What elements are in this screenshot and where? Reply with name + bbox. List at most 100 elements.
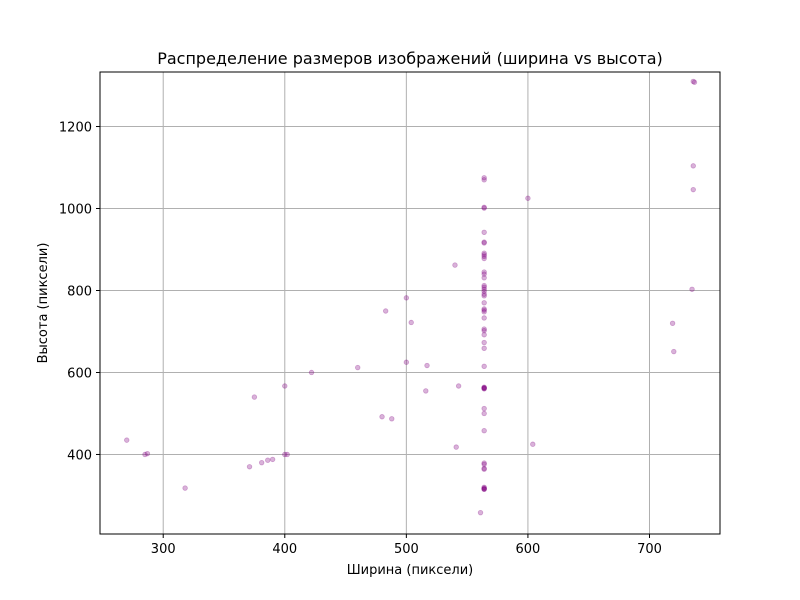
data-point	[481, 384, 487, 391]
data-point	[671, 348, 677, 355]
x-tick-label: 600	[516, 542, 541, 557]
data-point	[481, 286, 487, 292]
data-point	[481, 363, 487, 370]
data-point	[481, 288, 487, 295]
data-point	[481, 327, 487, 334]
data-point	[481, 293, 487, 299]
data-point	[481, 466, 487, 472]
data-point	[690, 163, 696, 169]
data-point	[481, 306, 487, 312]
x-tick-label: 500	[394, 542, 419, 557]
data-point	[481, 315, 487, 321]
data-point	[481, 385, 487, 391]
data-point	[481, 284, 487, 290]
data-point	[481, 250, 487, 256]
y-tick-label: 1200	[59, 121, 92, 136]
data-point	[481, 177, 487, 183]
data-point	[481, 486, 487, 493]
data-point	[481, 300, 487, 306]
data-point	[389, 416, 395, 422]
data-point	[481, 385, 487, 392]
data-point	[269, 456, 276, 463]
grid-lines	[100, 72, 720, 534]
data-point	[481, 384, 487, 390]
data-point	[481, 484, 487, 490]
data-point	[481, 485, 487, 491]
data-point	[481, 386, 487, 392]
data-point	[689, 286, 695, 292]
data-point	[481, 271, 487, 277]
data-point	[455, 383, 462, 389]
data-point	[481, 252, 487, 258]
data-point	[144, 450, 151, 457]
data-point	[481, 461, 487, 468]
data-point	[481, 410, 487, 417]
y-tick-label: 400	[67, 448, 92, 463]
x-tick-label: 400	[272, 542, 297, 557]
data-point	[481, 229, 487, 235]
data-point	[453, 444, 459, 450]
data-point	[284, 451, 290, 458]
data-point	[481, 204, 487, 210]
data-point	[452, 262, 458, 268]
data-point	[246, 464, 253, 470]
data-point	[408, 319, 414, 326]
data-point	[525, 195, 531, 201]
data-point	[424, 362, 430, 369]
data-point	[481, 427, 487, 434]
data-point	[481, 465, 487, 472]
data-point	[691, 79, 698, 85]
data-points	[124, 78, 698, 516]
y-axis-label: Высота (пиксели)	[36, 243, 51, 364]
x-axis-label: Ширина (пиксели)	[347, 563, 474, 578]
data-point	[382, 308, 389, 314]
data-point	[481, 291, 487, 297]
data-point	[481, 175, 487, 181]
data-point	[355, 364, 361, 371]
data-point	[481, 486, 487, 492]
y-tick-label: 800	[67, 284, 92, 299]
data-point	[690, 78, 696, 85]
data-point	[282, 451, 288, 458]
x-axis: 300 400 500 600 700	[151, 534, 662, 557]
data-point	[481, 460, 487, 466]
data-point	[481, 326, 487, 332]
x-tick-label: 300	[151, 542, 176, 557]
x-tick-label: 700	[637, 542, 662, 557]
data-point	[690, 186, 696, 193]
data-point	[282, 383, 288, 389]
data-point	[481, 339, 487, 346]
data-point	[481, 253, 487, 260]
data-point	[481, 255, 487, 262]
data-point	[477, 509, 484, 516]
data-point	[481, 205, 487, 211]
plot-frame	[99, 71, 721, 535]
data-point	[481, 269, 487, 275]
data-point	[481, 309, 487, 315]
data-point	[481, 486, 487, 492]
data-point	[481, 275, 487, 281]
data-point	[251, 394, 258, 400]
chart-title: Распределение размеров изображений (шири…	[157, 49, 663, 68]
data-point	[669, 320, 676, 326]
data-point	[481, 239, 487, 245]
data-point	[481, 405, 487, 412]
data-point	[481, 332, 487, 338]
data-point	[379, 414, 385, 420]
data-point	[403, 295, 410, 301]
data-point	[403, 359, 410, 365]
y-tick-label: 600	[67, 366, 92, 381]
data-point	[481, 240, 487, 246]
data-point	[530, 441, 536, 447]
data-point	[265, 457, 271, 463]
data-point	[481, 307, 487, 313]
data-point	[124, 437, 130, 443]
data-point	[423, 388, 429, 394]
data-point	[182, 485, 188, 491]
data-point	[481, 282, 487, 289]
data-point	[481, 345, 487, 351]
data-point	[258, 459, 265, 466]
y-tick-label: 1000	[59, 203, 92, 218]
data-point	[142, 451, 148, 458]
